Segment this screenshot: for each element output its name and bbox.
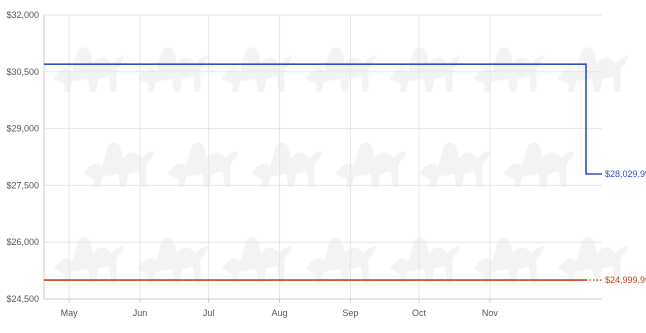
camel-watermark-icon (390, 237, 461, 282)
camel-watermark-icon (138, 47, 209, 92)
x-tick-label: May (61, 308, 79, 318)
camel-watermark-icon (168, 142, 239, 187)
camel-watermark-icon (474, 47, 545, 92)
camel-watermark-icon (558, 47, 629, 92)
axes (43, 15, 602, 303)
y-tick-label: $27,500 (6, 180, 39, 190)
y-tick-label: $29,000 (6, 124, 39, 134)
camel-watermark-icon (336, 142, 407, 187)
x-tick-label: Nov (482, 308, 499, 318)
camel-watermark-icon (504, 142, 575, 187)
x-tick-label: Sep (342, 308, 358, 318)
camel-watermark-icon (306, 47, 377, 92)
camel-watermark-icon (54, 47, 125, 92)
x-tick-label: Oct (412, 308, 427, 318)
camel-watermark-icon (84, 142, 155, 187)
y-tick-label: $32,000 (6, 10, 39, 20)
camel-watermark-icon (306, 237, 377, 282)
series-lines: $28,029.99 $24,999.99 (44, 63, 646, 285)
camel-watermark-icon (252, 142, 323, 187)
y-tick-label: $24,500 (6, 294, 39, 304)
x-tick-label: Aug (272, 308, 288, 318)
x-tick-label: Jun (133, 308, 148, 318)
y-tick-label: $30,500 (6, 67, 39, 77)
series-line-1 (44, 63, 602, 175)
camel-watermark-icon (138, 237, 209, 282)
camel-watermark-icon (222, 237, 293, 282)
series-end-label-1: $28,029.99 (605, 169, 646, 179)
series-end-label-2: $24,999.99 (605, 275, 646, 285)
camel-watermark-icon (54, 237, 125, 282)
tick-labels: $24,500 $26,000 $27,500 $29,000 $30,500 $32,0… (6, 10, 498, 318)
x-tick-label: Jul (203, 308, 215, 318)
camel-watermark-icon (222, 47, 293, 92)
camel-watermark (54, 47, 629, 282)
camel-watermark-icon (558, 237, 629, 282)
camel-watermark-icon (390, 47, 461, 92)
camel-watermark-icon (420, 142, 491, 187)
camel-watermark-icon (474, 237, 545, 282)
y-tick-label: $26,000 (6, 237, 39, 247)
